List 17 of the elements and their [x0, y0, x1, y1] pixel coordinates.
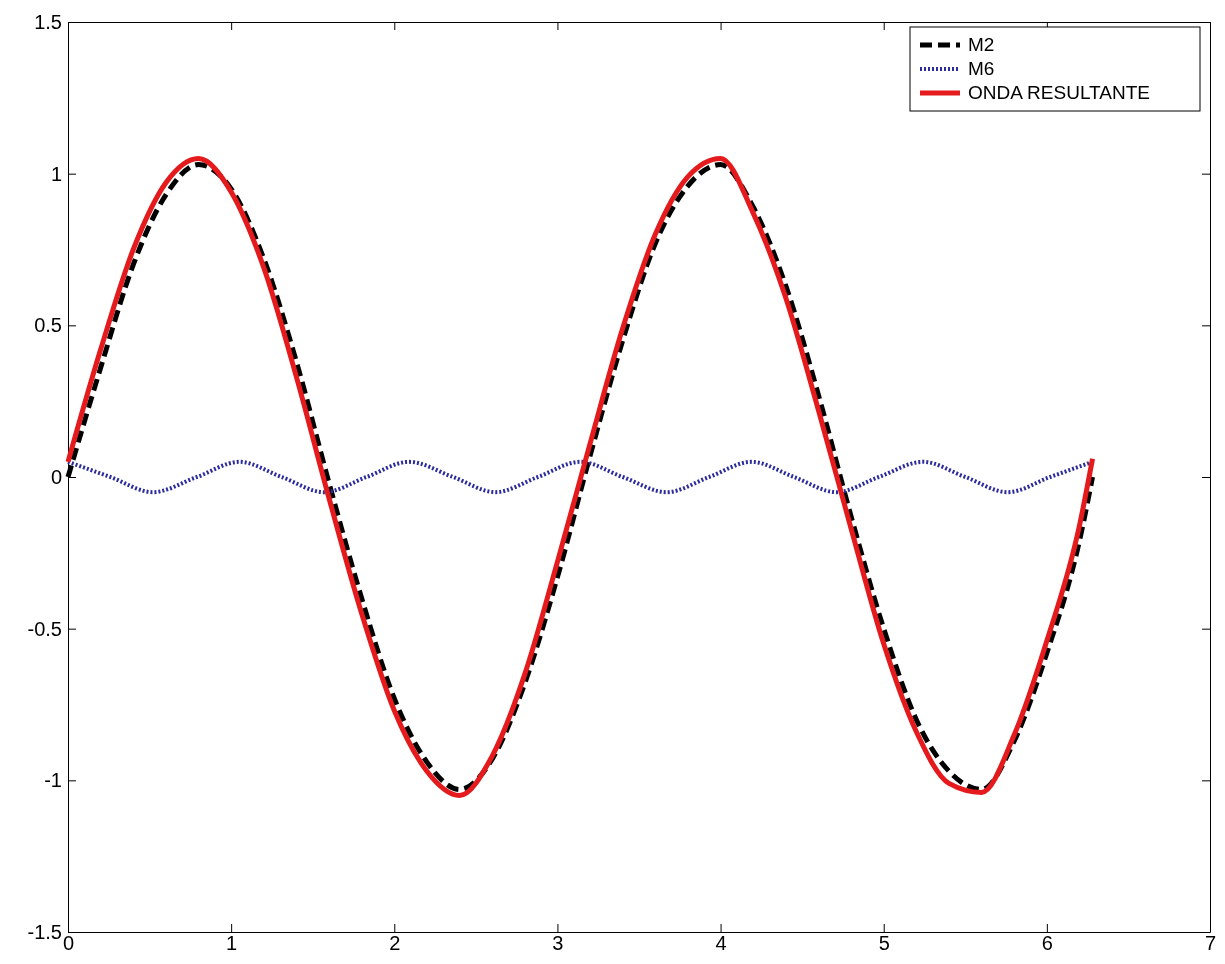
x-tick-label: 5 — [878, 932, 890, 955]
y-tick-label: 1.5 — [34, 10, 62, 33]
x-tick-label: 7 — [1204, 932, 1217, 955]
legend-label: M2 — [968, 34, 995, 55]
x-tick-label: 3 — [552, 932, 564, 955]
legend-label: ONDA RESULTANTE — [968, 82, 1150, 103]
x-tick-label: 1 — [226, 932, 238, 955]
y-tick-label: -0.5 — [27, 617, 62, 640]
x-tick-label: 4 — [715, 932, 727, 955]
y-tick-label: 1 — [50, 162, 62, 185]
legend-label: M6 — [968, 58, 995, 79]
y-tick-label: 0.5 — [34, 314, 62, 337]
x-tick-label: 6 — [1041, 932, 1053, 955]
y-tick-label: -1 — [44, 769, 62, 792]
y-tick-label: 0 — [50, 465, 62, 488]
x-tick-label: 2 — [389, 932, 401, 955]
y-tick-label: -1.5 — [27, 920, 62, 943]
